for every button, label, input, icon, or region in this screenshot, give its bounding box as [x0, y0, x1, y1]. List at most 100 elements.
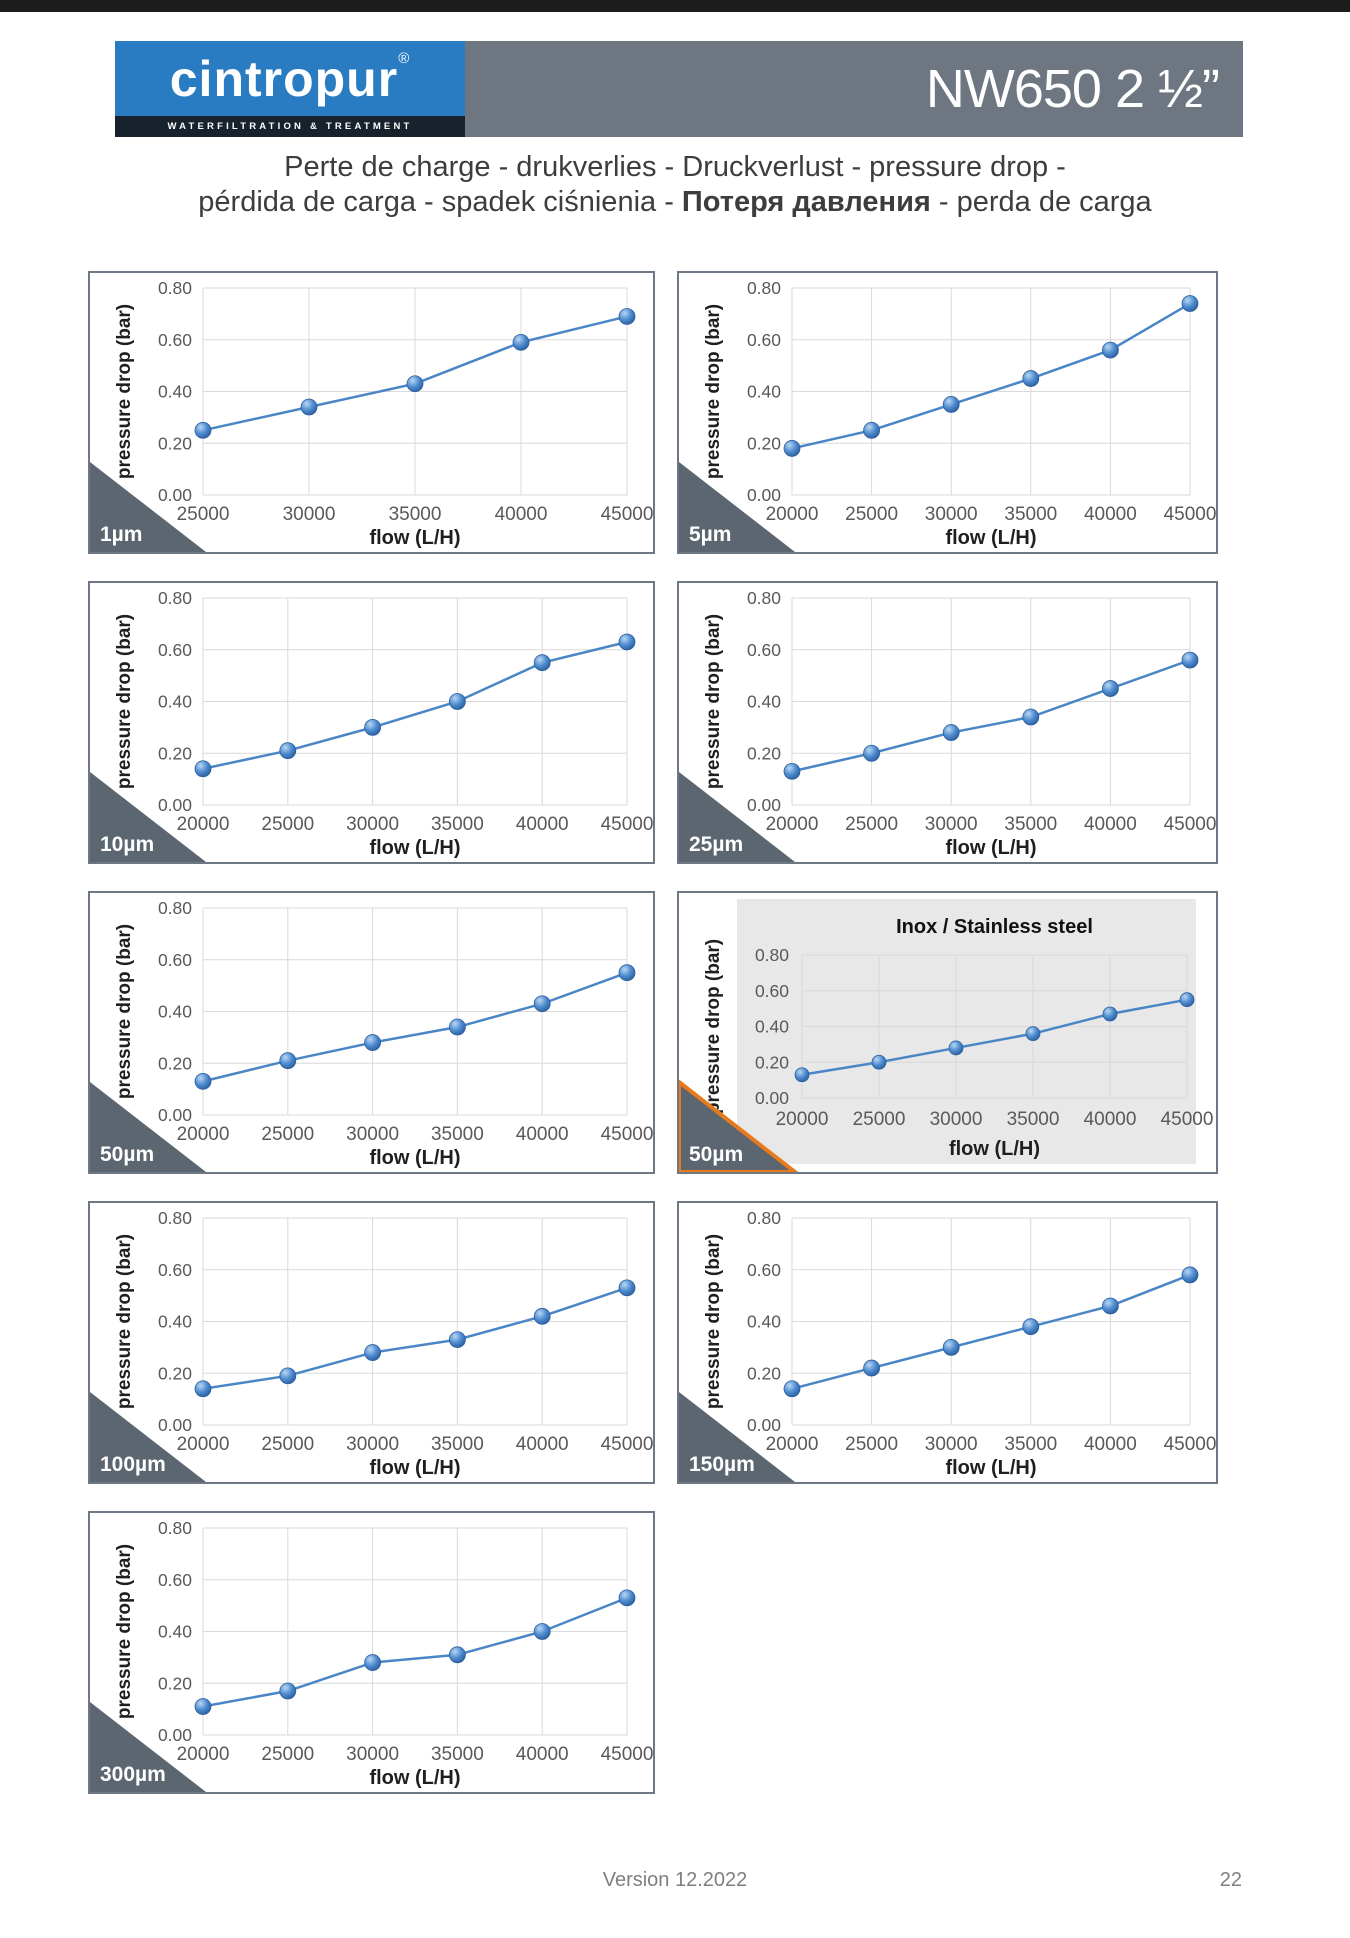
data-point: [1181, 651, 1199, 669]
chart-micron-label: 10µm: [100, 833, 155, 856]
data-point: [533, 995, 551, 1013]
y-tick-label: 0.60: [755, 981, 789, 1001]
x-tick-label: 25000: [261, 1744, 314, 1765]
data-point: [1025, 1026, 1041, 1042]
data-point: [783, 1380, 801, 1398]
y-tick-label: 0.60: [158, 950, 192, 970]
data-point: [618, 633, 636, 651]
y-tick-label: 0.20: [747, 433, 781, 453]
x-tick-label: 20000: [766, 1434, 819, 1455]
x-axis-label: flow (L/H): [369, 1457, 460, 1479]
data-point: [533, 654, 551, 672]
inox-panel: [737, 899, 1196, 1164]
chart-plot-50um-inox: Inox / Stainless steel 0.00 0.20 0.40 0.60 0.…: [679, 899, 1213, 1172]
title-line-2: pérdida de carga - spadek ciśnienia - По…: [0, 185, 1350, 220]
x-axis-label: flow (L/H): [369, 1147, 460, 1169]
data-point: [942, 396, 960, 413]
chart-100um: 0.00 0.20 0.40 0.60 0.80 20000 25000 30000 35000…: [88, 1201, 655, 1484]
registered-mark-icon: ®: [398, 50, 411, 67]
y-tick-label: 0.20: [747, 743, 781, 763]
chart-1um: 0.00 0.20 0.40 0.60 0.80 25000 30000 35000 40000…: [88, 271, 655, 554]
page-number: 22: [1219, 1869, 1242, 1891]
y-axis-label: pressure drop (bar): [114, 924, 135, 1099]
data-point: [618, 308, 636, 325]
x-tick-label: 35000: [1004, 1434, 1057, 1455]
x-tick-label: 30000: [346, 1124, 399, 1145]
chart-25um: 0.00 0.20 0.40 0.60 0.80 20000 25000 30000 35000…: [677, 581, 1218, 864]
y-axis-label: pressure drop (bar): [703, 939, 724, 1114]
chart-micron-label: 5µm: [689, 523, 732, 546]
y-tick-label: 0.40: [158, 1622, 192, 1642]
x-tick-label: 45000: [601, 814, 653, 835]
y-tick-label: 0.00: [755, 1088, 789, 1108]
y-axis-label: pressure drop (bar): [703, 1234, 724, 1409]
chart-micron-label: 300µm: [100, 1763, 166, 1786]
title-line-2-pre: pérdida de carga - spadek ciśnienia -: [198, 186, 682, 218]
y-tick-label: 0.00: [747, 795, 781, 815]
y-tick-label: 0.80: [158, 278, 192, 298]
x-tick-label: 30000: [346, 1744, 399, 1765]
chart-10um: 0.00 0.20 0.40 0.60 0.80 20000 25000 30000 35000…: [88, 581, 655, 864]
y-tick-label: 0.60: [158, 640, 192, 660]
corner-triangle: [90, 462, 206, 552]
data-line: [202, 1286, 628, 1391]
y-tick-label: 0.80: [158, 588, 192, 608]
data-point: [1101, 680, 1119, 697]
title-line-2-bold: Потеря давления: [681, 186, 931, 218]
x-axis-label: flow (L/H): [945, 527, 1036, 549]
y-tick-label: 0.40: [755, 1017, 789, 1037]
data-point: [1101, 341, 1119, 359]
x-tick-label: 35000: [431, 1124, 484, 1145]
top-bar: [0, 0, 1350, 12]
chart-plot-1um: 0.00 0.20 0.40 0.60 0.80 25000 30000 35000 40000…: [90, 278, 653, 552]
x-axis-label: flow (L/H): [949, 1138, 1040, 1160]
corner-triangle: [679, 1079, 799, 1172]
data-point: [406, 375, 424, 393]
y-tick-label: 0.40: [158, 1312, 192, 1332]
y-tick-label: 0.80: [747, 278, 781, 298]
x-tick-label: 45000: [601, 1434, 653, 1455]
data-point: [942, 1338, 960, 1356]
data-point: [194, 760, 212, 778]
x-axis-label: flow (L/H): [945, 1457, 1036, 1479]
logo-subtitle: WATERFILTRATION & TREATMENT: [115, 116, 465, 137]
data-point: [942, 724, 960, 741]
data-point: [448, 1018, 466, 1036]
chart-150um: 0.00 0.20 0.40 0.60 0.80 20000 25000 30000 35000…: [677, 1201, 1218, 1484]
cintropur-logo: cintropur ® WATERFILTRATION & TREATMENT: [115, 41, 465, 137]
x-tick-label: 25000: [261, 1434, 314, 1455]
x-tick-label: 45000: [601, 504, 653, 525]
data-point: [1022, 708, 1040, 726]
y-axis-label: pressure drop (bar): [703, 614, 724, 789]
data-point: [533, 1623, 551, 1640]
x-tick-label: 25000: [845, 814, 898, 835]
data-point: [948, 1040, 964, 1056]
y-tick-label: 0.40: [747, 692, 781, 712]
x-tick-label: 20000: [177, 1124, 230, 1145]
y-tick-label: 0.80: [747, 588, 781, 608]
data-point: [448, 693, 466, 710]
y-tick-label: 0.20: [158, 1673, 192, 1693]
corner-triangle: [90, 1082, 206, 1172]
data-point: [871, 1054, 887, 1070]
chart-micron-label: 25µm: [689, 833, 744, 856]
data-point: [863, 744, 881, 762]
logo-wordmark: cintropur ®: [115, 41, 465, 116]
x-tick-label: 40000: [1084, 1434, 1137, 1455]
data-point: [364, 1344, 382, 1361]
data-point: [1101, 1297, 1119, 1315]
y-tick-label: 0.20: [158, 1053, 192, 1073]
y-tick-label: 0.00: [158, 1725, 192, 1745]
y-axis-label: pressure drop (bar): [114, 1544, 135, 1719]
data-point: [863, 1359, 881, 1377]
chart-micron-label: 150µm: [689, 1453, 755, 1476]
data-point: [364, 1034, 382, 1051]
chart-plot-10um: 0.00 0.20 0.40 0.60 0.80 20000 25000 30000 35000…: [90, 588, 653, 862]
y-tick-label: 0.00: [747, 485, 781, 505]
header: cintropur ® WATERFILTRATION & TREATMENT N…: [115, 41, 1243, 137]
y-axis-label: pressure drop (bar): [703, 304, 724, 479]
chart-micron-label: 50µm: [100, 1143, 155, 1166]
title-line-2-post: - perda de carga: [930, 186, 1152, 218]
x-tick-label: 20000: [177, 814, 230, 835]
data-point: [194, 1698, 212, 1715]
